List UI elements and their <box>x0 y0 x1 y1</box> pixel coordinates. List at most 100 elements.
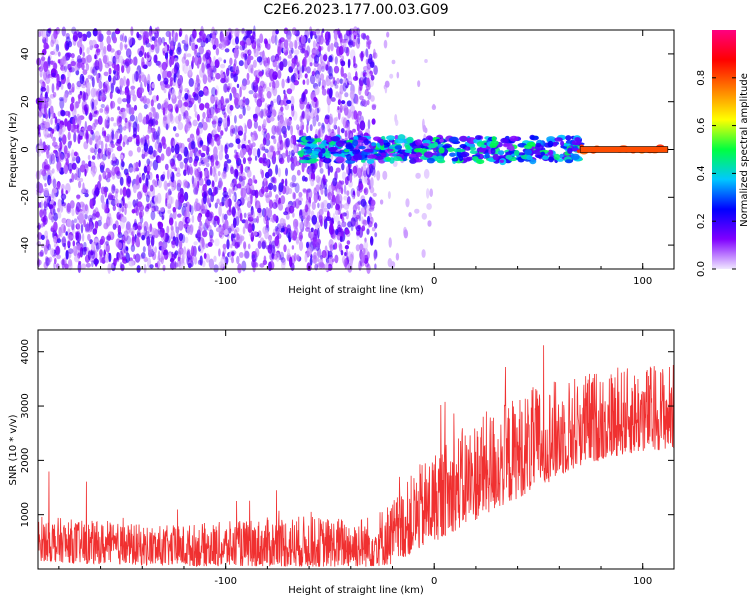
heatmap-cell <box>108 192 113 200</box>
heatmap-cell <box>177 213 182 218</box>
heatmap-cell <box>298 215 303 222</box>
heatmap-cell <box>61 134 67 145</box>
heatmap-cell <box>366 54 372 59</box>
heatmap-cell <box>81 160 86 167</box>
heatmap-cell <box>66 218 72 228</box>
heatmap-cell <box>379 138 385 146</box>
heatmap-cell <box>235 65 239 71</box>
heatmap-cell <box>363 148 374 153</box>
heatmap-cell <box>137 34 142 41</box>
heatmap-cell <box>125 252 130 263</box>
heatmap-cell <box>89 198 93 209</box>
heatmap-cell <box>174 220 178 230</box>
heatmap-cell <box>107 171 112 179</box>
heatmap-cell <box>92 112 98 118</box>
heatmap-cell <box>317 129 321 141</box>
heatmap-cell <box>110 100 116 109</box>
heatmap-cell <box>448 136 459 143</box>
heatmap-cell <box>81 233 85 242</box>
heatmap-cell <box>42 172 48 181</box>
heatmap-cell <box>157 103 162 110</box>
heatmap-cell <box>231 206 236 216</box>
heatmap-cell <box>276 141 281 149</box>
heatmap-cell <box>56 118 62 124</box>
heatmap-cell <box>89 147 95 153</box>
heatmap-cell <box>243 41 248 49</box>
heatmap-cell <box>200 40 206 48</box>
heatmap-cell <box>354 202 359 210</box>
heatmap-cell <box>356 27 360 36</box>
heatmap-cell <box>285 149 289 157</box>
heatmap-cell <box>338 45 344 56</box>
heatmap-cell <box>66 52 72 58</box>
heatmap-cell <box>55 124 60 131</box>
heatmap-cell <box>297 60 301 71</box>
heatmap-cell <box>247 139 251 144</box>
heatmap-cell <box>120 159 125 171</box>
heatmap-cell <box>233 73 238 83</box>
heatmap-cell <box>50 117 53 125</box>
heatmap-cell <box>166 70 172 78</box>
heatmap-cell <box>546 136 556 142</box>
heatmap-cell <box>214 238 220 247</box>
heatmap-cell <box>174 262 179 268</box>
heatmap-cell <box>330 136 341 142</box>
heatmap-cell <box>211 112 214 120</box>
heatmap-cell <box>50 199 55 205</box>
heatmap-cell <box>211 179 215 190</box>
heatmap-cell <box>264 148 269 153</box>
heatmap-cell <box>374 263 377 270</box>
heatmap-cell <box>273 98 277 103</box>
heatmap-cell <box>67 150 71 159</box>
heatmap-cell <box>358 183 364 190</box>
heatmap-cell <box>347 58 351 69</box>
heatmap-cell <box>309 74 316 85</box>
heatmap-cell <box>97 219 102 227</box>
heatmap-cell <box>265 194 270 204</box>
heatmap-cell <box>71 96 75 104</box>
heatmap-y-tick-label: 0 <box>20 146 31 152</box>
heatmap-cell <box>241 82 247 91</box>
heatmap-cell <box>371 118 376 125</box>
heatmap-cell <box>85 228 90 233</box>
heatmap-cell <box>126 175 132 184</box>
heatmap-cell <box>111 130 115 140</box>
heatmap-cell <box>193 167 198 176</box>
heatmap-cell <box>303 65 307 72</box>
heatmap-cell <box>275 65 279 71</box>
heatmap-cell <box>229 92 233 101</box>
heatmap-cell <box>318 151 323 159</box>
heatmap-cell <box>196 60 200 69</box>
heatmap-cell <box>283 39 289 49</box>
heatmap-cell <box>79 247 84 258</box>
heatmap-cell <box>142 116 147 125</box>
heatmap-cell <box>181 252 185 264</box>
heatmap-cell <box>206 179 212 186</box>
heatmap-cell <box>207 67 213 78</box>
heatmap-cell <box>158 241 164 246</box>
heatmap-cell <box>246 169 252 178</box>
heatmap-cell <box>136 34 142 39</box>
heatmap-cell <box>316 262 320 268</box>
heatmap-cell <box>306 66 311 74</box>
heatmap-cell <box>152 227 157 236</box>
heatmap-cell <box>318 45 322 53</box>
heatmap-cell <box>199 29 205 41</box>
heatmap-cell <box>250 193 253 205</box>
heatmap-cell <box>174 57 179 64</box>
heatmap-cell <box>90 129 94 135</box>
heatmap-cell <box>248 155 252 165</box>
heatmap-cell <box>200 152 206 158</box>
heatmap-cell <box>112 55 117 65</box>
heatmap-cell <box>333 65 340 74</box>
heatmap-cell <box>91 260 94 268</box>
heatmap-cell <box>205 162 210 168</box>
heatmap-cell <box>431 104 437 111</box>
heatmap-cell <box>90 87 96 98</box>
heatmap-cell <box>337 99 341 106</box>
heatmap-cell <box>95 49 99 60</box>
heatmap-cell <box>347 122 351 134</box>
heatmap-cell <box>239 45 245 51</box>
heatmap-cell <box>316 28 321 37</box>
